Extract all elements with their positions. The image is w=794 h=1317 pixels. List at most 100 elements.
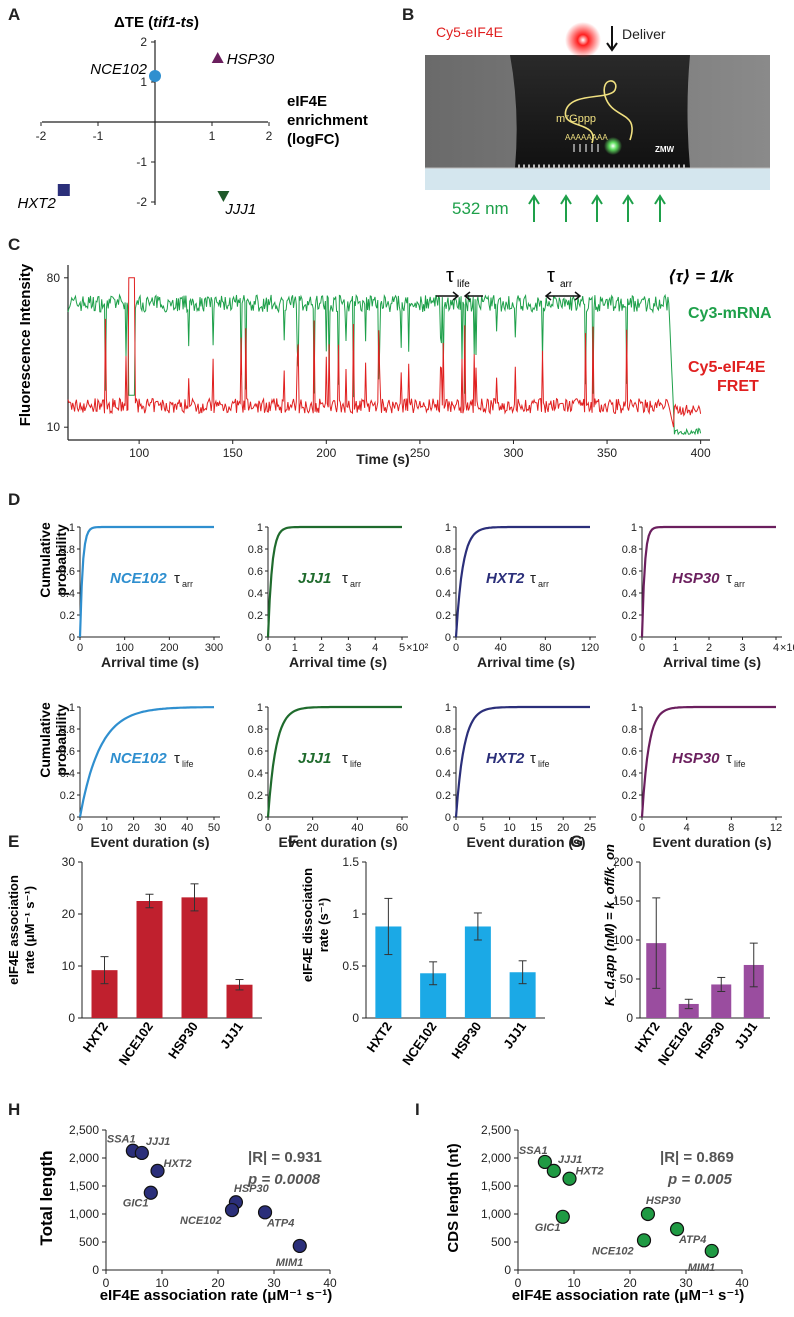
scatter-charts: 0 10 20 30 40 2,500 2,000 1,500 1,000 500 0 SSA1 JJJ…	[69, 1123, 749, 1290]
panel-d-label: D	[8, 490, 20, 509]
cdf-y-tick-label: 1	[445, 702, 451, 714]
cdf-y-tick-label: 1	[257, 702, 263, 714]
scatter-point-mim1	[292, 1238, 307, 1254]
cdf-y-tick-label: 0.6	[436, 566, 451, 578]
bar-jjj1	[743, 964, 764, 1018]
panel-c-x-tick-label: 150	[223, 446, 243, 460]
cdf-tau-sub: arr	[538, 579, 549, 589]
scatter-point-label: NCE102	[180, 1215, 222, 1227]
panel-g-label: G	[570, 832, 583, 851]
bar-y-tick-label: 20	[62, 907, 76, 921]
legend-fret: FRET	[717, 378, 759, 395]
panel-a-y-tick-label: 1	[140, 75, 147, 89]
panel-a: A ΔTE (tif1-ts) -2 -1 1 2 2 1 -1 -2 eIF4E enric…	[8, 5, 368, 218]
cdf-x-tick-label: 60	[396, 822, 408, 834]
bar-category-label: JJJ1	[731, 1019, 760, 1051]
tau-arr-arrows-icon	[544, 291, 582, 301]
scatter-y-tick-label: 1,500	[481, 1179, 511, 1193]
scatter-y-tick-label: 1,000	[481, 1207, 511, 1221]
panel-d: D Cumulative probability Cumulative prob…	[8, 490, 794, 850]
cdf-x-axis-title: Arrival time (s)	[289, 654, 387, 670]
scatter-point-label: GIC1	[123, 1198, 149, 1210]
scatter-point-label: MIM1	[276, 1257, 304, 1269]
cdf-y-tick-label: 0	[69, 632, 75, 644]
cdf-y-tick-label: 0.2	[436, 790, 451, 802]
point-jjj1-label: JJJ1	[224, 201, 256, 218]
deliver-label: Deliver	[622, 26, 666, 42]
cdf-x-tick-label: 20	[307, 822, 319, 834]
bar-category-label: HXT2	[363, 1019, 394, 1055]
cdf-tau-symbol: τ	[530, 750, 536, 767]
cap-label: m⁷Gppp	[556, 113, 596, 125]
cdf-y-tick-label: 0.4	[622, 588, 637, 600]
bar-y-tick-label: 1.5	[342, 855, 359, 869]
legend-cy3-mrna: Cy3-mRNA	[688, 305, 772, 322]
bar-category-label: HSP30	[692, 1019, 728, 1061]
panel-e-y-title-2: rate (μM⁻¹ s⁻¹)	[22, 886, 37, 974]
scatter-point-label: MIM1	[688, 1262, 716, 1274]
oligo-dt-icon	[573, 144, 599, 152]
panel-a-y-tick-label: -2	[136, 195, 147, 209]
scatter-point-label: JJJ1	[146, 1136, 170, 1148]
cdf-y-tick-label: 0.2	[622, 610, 637, 622]
cdf-x-tick-label: 10	[101, 822, 113, 834]
cdf-curve	[640, 705, 776, 818]
cdf-y-tick-label: 1	[445, 522, 451, 534]
scatter-point-gic1	[143, 1185, 158, 1200]
cdf-x-tick-label: 0	[639, 822, 645, 834]
cdf-x-axis-title: Arrival time (s)	[477, 654, 575, 670]
cdf-x-tick-label: 20	[557, 822, 569, 834]
cdf-x-tick-label: 0	[639, 642, 645, 654]
cdf-x-tick-label: 40	[351, 822, 363, 834]
scatter-y-tick-label: 0	[92, 1263, 99, 1277]
panel-h-stat-r: |R| = 0.931	[248, 1149, 322, 1166]
zmw-well	[510, 55, 690, 168]
scatter-x-tick-label: 30	[267, 1276, 281, 1290]
laser-arrowhead-icon	[560, 194, 572, 205]
tau-arr-symbol: τ	[547, 265, 555, 287]
cdf-y-tick-label: 0.2	[60, 790, 75, 802]
bar-chart-e: 30 20 10 0 HXT2 NCE102 HSP30 JJJ1	[62, 855, 262, 1068]
tau-life-arrows-icon	[436, 291, 483, 301]
scatter-y-tick-label: 2,000	[69, 1151, 99, 1165]
cdf-x-tick-label: 2	[706, 642, 712, 654]
point-hsp30-label: HSP30	[227, 51, 275, 68]
panel-e-y-title-1: eIF4E association	[6, 875, 21, 985]
cdf-tau-sub: life	[182, 759, 194, 769]
cdf-x-tick-label: 3	[345, 642, 351, 654]
cdf-gene-label: HXT2	[486, 570, 525, 587]
scatter-x-tick-label: 40	[323, 1276, 337, 1290]
rate-formula: ⟨τ⟩ = 1/k	[668, 267, 735, 286]
bar-y-tick-label: 30	[62, 855, 76, 869]
panel-a-x-tick-label: -2	[36, 129, 47, 143]
scatter-point-hsp30	[640, 1206, 656, 1222]
scatter-y-tick-label: 500	[79, 1235, 99, 1249]
panel-e-label: E	[8, 832, 19, 851]
cdf-gene-label: NCE102	[110, 570, 167, 587]
cdf-y-tick-label: 0.4	[622, 768, 637, 780]
panel-c-x-axis-title: Time (s)	[356, 451, 409, 467]
laser-arrowhead-icon	[654, 194, 666, 205]
cdf-curve	[78, 525, 214, 638]
cdf-y-tick-label: 0	[445, 812, 451, 824]
cdf-y-tick-label: 0	[445, 632, 451, 644]
panel-d-y-title-top-2: probability	[53, 524, 69, 596]
cdf-y-tick-label: 1	[69, 522, 75, 534]
cdf-tau-symbol: τ	[174, 750, 180, 767]
panel-i-y-axis-title: CDS length (nt)	[445, 1143, 462, 1252]
laser-arrows	[528, 194, 666, 222]
scatter-y-tick-label: 1,500	[69, 1179, 99, 1193]
scatter-point-label: SSA1	[519, 1145, 548, 1157]
scatter-x-tick-label: 20	[623, 1276, 637, 1290]
glass-substrate	[425, 168, 770, 190]
cdf-y-tick-label: 0.4	[60, 588, 75, 600]
cdf-x-tick-label: 4	[773, 642, 779, 654]
cdf-x-tick-label: 12	[770, 822, 782, 834]
scatter-point-label: SSA1	[107, 1134, 136, 1146]
point-jjj1	[217, 191, 230, 202]
cdf-tau-sub: arr	[182, 579, 193, 589]
scatter-x-tick-label: 30	[679, 1276, 693, 1290]
scatter-y-tick-label: 2,000	[481, 1151, 511, 1165]
